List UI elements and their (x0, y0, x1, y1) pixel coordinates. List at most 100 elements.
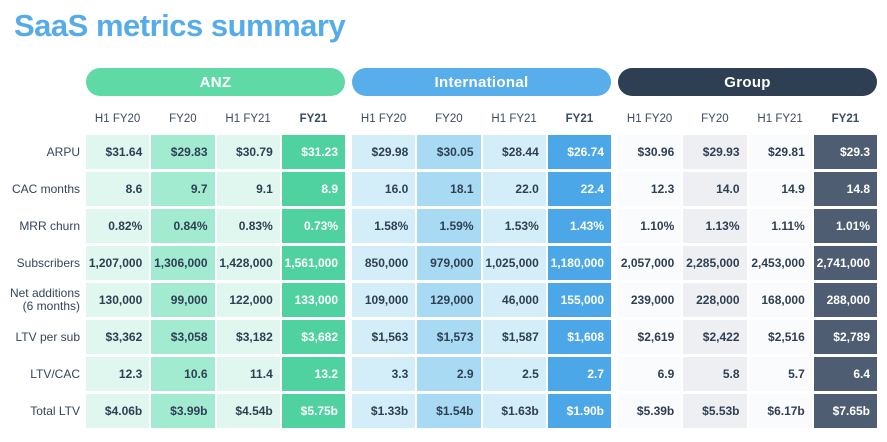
table-cell: 155,000 (547, 283, 611, 317)
table-cell: 0.84% (151, 209, 215, 243)
table-cell: 1.58% (352, 209, 416, 243)
table-cell: 12.3 (618, 172, 682, 206)
table-cell: $1.33b (352, 394, 416, 428)
table-cell: $2,789 (813, 320, 877, 354)
table-cell: 8.6 (86, 172, 150, 206)
table-cell: $6.17b (748, 394, 812, 428)
column-header: FY20 (701, 113, 729, 125)
section-pills-row: ANZ International Group (0, 68, 887, 96)
section-pill-anz: ANZ (86, 68, 345, 96)
table-cell: 2.5 (482, 357, 546, 391)
table-cell: $31.23 (281, 135, 345, 169)
table-cell: $3,058 (151, 320, 215, 354)
table-row-cac-months: CAC months 8.6 9.7 9.1 8.9 16.0 18.1 22.… (0, 172, 887, 206)
table-cell: $30.96 (618, 135, 682, 169)
table-cell: 1.10% (618, 209, 682, 243)
table-cell: $29.3 (813, 135, 877, 169)
table-cell: 2,057,000 (618, 246, 682, 280)
table-cell: 2,285,000 (683, 246, 747, 280)
row-label: MRR churn (19, 218, 80, 233)
table-cell: 1.01% (813, 209, 877, 243)
column-header: FY21 (831, 113, 860, 125)
table-cell: 1.59% (417, 209, 481, 243)
table-cell: $1,573 (417, 320, 481, 354)
table-cell: $2,516 (748, 320, 812, 354)
table-cell: 14.9 (748, 172, 812, 206)
column-header: H1 FY20 (360, 113, 407, 125)
table-cell: 0.82% (86, 209, 150, 243)
table-cell: 2.7 (547, 357, 611, 391)
table-cell: 11.4 (216, 357, 280, 391)
table-cell: 5.7 (748, 357, 812, 391)
table-cell: 1.11% (748, 209, 812, 243)
row-label: Subscribers (16, 255, 80, 270)
table-cell: 9.7 (151, 172, 215, 206)
table-cell: $2,422 (683, 320, 747, 354)
table-cell: 168,000 (748, 283, 812, 317)
column-header: FY21 (565, 113, 594, 125)
table-cell: 122,000 (216, 283, 280, 317)
table-row-ltv-cac: LTV/CAC 12.3 10.6 11.4 13.2 3.3 2.9 2.5 … (0, 357, 887, 391)
table-cell: 1,180,000 (547, 246, 611, 280)
table-cell: 1.43% (547, 209, 611, 243)
table-cell: 2.9 (417, 357, 481, 391)
table-cell: $7.65b (813, 394, 877, 428)
table-cell: 12.3 (86, 357, 150, 391)
table-row-mrr-churn: MRR churn 0.82% 0.84% 0.83% 0.73% 1.58% … (0, 209, 887, 243)
table-cell: 13.2 (281, 357, 345, 391)
table-cell: 228,000 (683, 283, 747, 317)
table-cell: $31.64 (86, 135, 150, 169)
table-row-arpu: ARPU $31.64 $29.83 $30.79 $31.23 $29.98 … (0, 135, 887, 169)
row-label: LTV/CAC (30, 366, 80, 381)
table-cell: 130,000 (86, 283, 150, 317)
table-cell: 1,306,000 (151, 246, 215, 280)
column-header: H1 FY20 (94, 113, 141, 125)
table-cell: 109,000 (352, 283, 416, 317)
table-cell: 14.0 (683, 172, 747, 206)
table-cell: 9.1 (216, 172, 280, 206)
table-cell: $30.05 (417, 135, 481, 169)
table-cell: 16.0 (352, 172, 416, 206)
table-row-net-additions: Net additions (6 months) 130,000 99,000 … (0, 283, 887, 317)
table-cell: 1,561,000 (281, 246, 345, 280)
column-header: H1 FY21 (491, 113, 537, 125)
table-cell: 18.1 (417, 172, 481, 206)
table-cell: $1,587 (482, 320, 546, 354)
table-cell: $5.75b (281, 394, 345, 428)
table-cell: $3,362 (86, 320, 150, 354)
table-cell: 129,000 (417, 283, 481, 317)
column-headers-row: H1 FY20 FY20 H1 FY21 FY21 H1 FY20 FY20 H… (0, 110, 887, 128)
row-label: LTV per sub (15, 329, 80, 344)
table-cell: $1,608 (547, 320, 611, 354)
table-cell: 288,000 (813, 283, 877, 317)
table-cell: 22.0 (482, 172, 546, 206)
table-row-subscribers: Subscribers 1,207,000 1,306,000 1,428,00… (0, 246, 887, 280)
table-cell: 1.13% (683, 209, 747, 243)
table-cell: $28.44 (482, 135, 546, 169)
table-cell: $3.99b (151, 394, 215, 428)
column-header: FY21 (299, 113, 328, 125)
page-title: SaaS metrics summary (14, 8, 346, 43)
table-cell: $26.74 (547, 135, 611, 169)
table-cell: $4.06b (86, 394, 150, 428)
table-cell: 133,000 (281, 283, 345, 317)
section-pill-group: Group (618, 68, 877, 96)
table-row-ltv-per-sub: LTV per sub $3,362 $3,058 $3,182 $3,682 … (0, 320, 887, 354)
table-cell: 1,207,000 (86, 246, 150, 280)
column-header: FY20 (169, 113, 197, 125)
table-cell: 6.9 (618, 357, 682, 391)
table-cell: $5.39b (618, 394, 682, 428)
table-cell: 0.73% (281, 209, 345, 243)
table-cell: 8.9 (281, 172, 345, 206)
table-cell: $5.53b (683, 394, 747, 428)
table-cell: 14.8 (813, 172, 877, 206)
row-label: Total LTV (30, 403, 80, 418)
table-cell: 2,741,000 (813, 246, 877, 280)
table-cell: $2,619 (618, 320, 682, 354)
table-cell: $29.98 (352, 135, 416, 169)
table-cell: 979,000 (417, 246, 481, 280)
table-cell: 22.4 (547, 172, 611, 206)
table-cell: $4.54b (216, 394, 280, 428)
table-cell: 0.83% (216, 209, 280, 243)
table-cell: 6.4 (813, 357, 877, 391)
